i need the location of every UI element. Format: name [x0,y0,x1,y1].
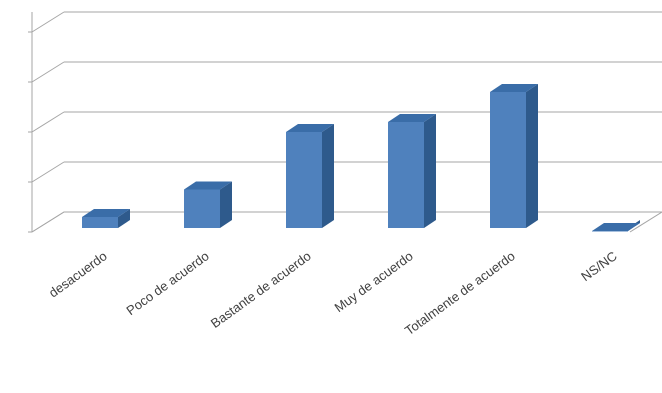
x-tick-label: Poco de acuerdo [123,248,211,318]
bar-top [82,209,130,217]
bar [592,220,640,232]
bar-side [118,209,130,228]
x-tick-label: desacuerdo [46,248,110,300]
bar [388,114,436,228]
x-tick-label: Totalmente de acuerdo [402,248,518,338]
bar-side [220,181,232,228]
bar-top [388,114,436,122]
side-gridline [31,61,65,83]
bars [82,84,640,232]
side-gridline [31,161,65,183]
bar-front [82,217,118,228]
bar-side [526,84,538,228]
bar-top [490,84,538,92]
bar-front [388,122,424,228]
bar [286,124,334,228]
bar-top [592,223,640,231]
axes [28,12,33,233]
side-gridline [31,211,65,233]
x-tick-label: Muy de acuerdo [332,248,416,315]
bar-front [286,132,322,228]
bar [184,181,232,228]
x-tick-label: Bastante de acuerdo [208,248,314,331]
gridlines [31,11,662,233]
bar [82,209,130,228]
bar-side [424,114,436,228]
bar-front [490,92,526,228]
bar-front [184,189,220,228]
x-tick-label: NS/NC [578,248,620,284]
bar-top [286,124,334,132]
side-gridline [31,111,65,133]
bar-front [592,231,628,232]
bar [490,84,538,228]
side-gridline [31,11,65,33]
bar-top [184,181,232,190]
bar-side [322,124,334,228]
